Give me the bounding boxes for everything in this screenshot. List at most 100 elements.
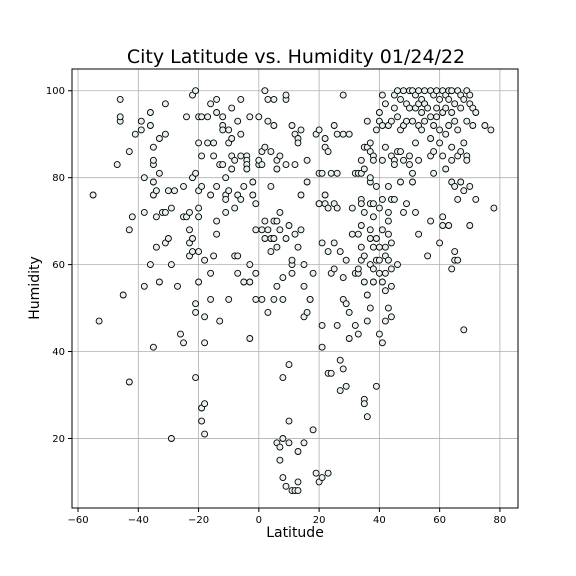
data-point: [360, 208, 368, 216]
data-point: [207, 191, 215, 199]
data-point: [324, 148, 332, 156]
data-point: [375, 256, 383, 264]
data-point: [409, 169, 416, 177]
data-point: [378, 156, 386, 164]
data-point: [276, 152, 284, 160]
data-point: [445, 95, 453, 103]
data-point: [119, 291, 127, 299]
data-point: [360, 400, 368, 408]
data-point: [345, 130, 353, 138]
data-point: [487, 126, 495, 134]
data-point: [285, 439, 293, 447]
chart-title: City Latitude vs. Humidity 01/24/22: [127, 46, 465, 68]
data-point: [192, 300, 200, 308]
data-point: [207, 269, 215, 277]
data-point: [137, 126, 145, 134]
data-point: [472, 195, 480, 203]
data-point: [146, 122, 154, 129]
data-point: [201, 256, 209, 264]
data-point: [442, 130, 450, 138]
data-point: [300, 282, 308, 290]
data-point: [448, 156, 456, 164]
data-point: [394, 261, 401, 269]
data-point: [164, 187, 172, 195]
data-point: [300, 261, 308, 269]
data-point: [198, 113, 206, 121]
data-point: [273, 217, 281, 225]
y-tick-label: 100: [46, 86, 65, 97]
data-point: [146, 261, 154, 269]
data-point: [167, 435, 175, 442]
data-point: [276, 456, 284, 464]
data-point: [149, 143, 157, 151]
data-point: [237, 130, 245, 138]
data-point: [131, 130, 139, 138]
data-point: [180, 182, 187, 190]
data-point: [195, 204, 203, 212]
data-point: [384, 182, 392, 190]
data-point: [318, 169, 326, 177]
data-point: [351, 321, 359, 329]
data-point: [390, 161, 398, 169]
data-point: [345, 308, 353, 316]
data-point: [161, 130, 169, 138]
data-point: [279, 474, 287, 482]
data-point: [454, 195, 462, 203]
data-point: [297, 226, 305, 234]
data-point: [339, 365, 347, 373]
data-point: [342, 256, 350, 264]
y-tick-label: 20: [52, 434, 65, 445]
data-point: [333, 204, 341, 212]
data-point: [297, 126, 305, 134]
data-point: [273, 243, 281, 251]
data-point: [384, 230, 392, 238]
data-point: [113, 161, 121, 169]
data-point: [451, 182, 459, 190]
data-point: [394, 113, 401, 121]
data-point: [387, 282, 395, 290]
data-point: [210, 252, 218, 260]
x-tick-label: 60: [433, 515, 446, 526]
data-point: [424, 252, 432, 260]
data-point: [273, 165, 281, 173]
data-point: [448, 143, 456, 151]
data-point: [369, 213, 377, 221]
data-point: [195, 139, 203, 147]
data-point: [409, 117, 416, 125]
data-point: [195, 248, 203, 256]
data-point: [186, 208, 193, 216]
data-point: [339, 91, 347, 99]
data-point: [460, 326, 468, 334]
data-point: [415, 230, 423, 238]
data-point: [219, 113, 227, 121]
data-point: [366, 304, 374, 312]
data-point: [466, 91, 474, 99]
data-point: [457, 178, 465, 186]
data-point: [225, 295, 233, 303]
data-point: [152, 243, 160, 251]
data-point: [177, 330, 184, 338]
data-point: [318, 343, 326, 351]
data-point: [324, 248, 332, 256]
data-point: [276, 208, 284, 216]
data-point: [336, 356, 344, 364]
data-point: [381, 269, 389, 277]
data-point: [125, 226, 133, 234]
data-point: [192, 169, 200, 177]
data-point: [342, 382, 350, 390]
data-point: [315, 126, 323, 134]
data-point: [363, 291, 371, 299]
data-point: [330, 122, 338, 129]
data-point: [258, 161, 266, 169]
data-point: [213, 230, 221, 238]
data-point: [366, 174, 374, 182]
data-point: [146, 109, 154, 116]
data-point: [294, 243, 302, 251]
data-point: [378, 226, 386, 234]
data-point: [403, 200, 410, 208]
data-point: [264, 308, 272, 316]
data-point: [291, 230, 299, 238]
data-point: [228, 104, 236, 112]
data-point: [219, 126, 227, 134]
data-point: [339, 130, 347, 138]
